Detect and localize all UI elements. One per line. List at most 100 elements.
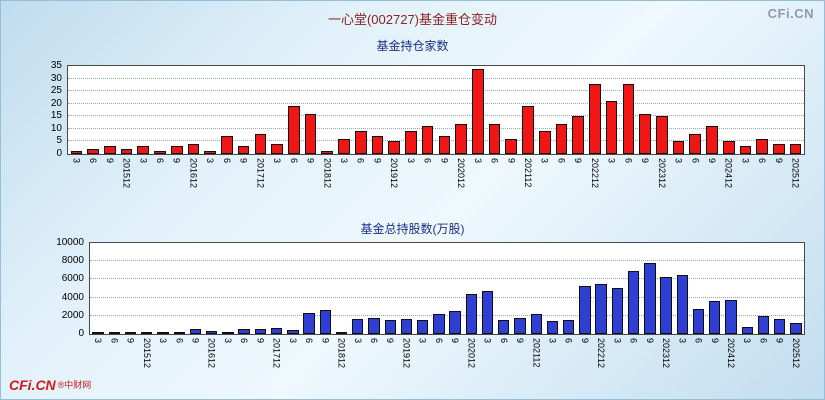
bar [756, 139, 769, 154]
x-tick-label: 3 [158, 338, 169, 344]
x-tick-label: 9 [125, 338, 136, 344]
fund-total-shares-chart: 0 2000 4000 6000 8000 10000 3 6 9 201512 3 6 9 201612… [56, 238, 805, 368]
x-tick-label: 9 [774, 338, 785, 344]
x-tick-label: 3 [287, 338, 298, 344]
x-tick-label: 9 [707, 158, 717, 164]
bar [137, 146, 150, 154]
x-tick-label: 201712 [255, 158, 266, 189]
bar [611, 288, 624, 334]
x-tick-label: 3 [222, 338, 233, 344]
x-tick-label: 3 [677, 338, 688, 344]
bar [579, 286, 591, 334]
bar [622, 84, 635, 154]
bar [254, 329, 267, 334]
bar [221, 136, 233, 154]
x-tick-label: 3 [405, 158, 416, 164]
gridline [68, 115, 804, 117]
bar [108, 332, 120, 334]
bar [438, 136, 451, 154]
bar [204, 151, 217, 154]
x-tick-label: 9 [305, 158, 316, 164]
bar [371, 136, 384, 154]
x-tick-label: 201612 [188, 158, 199, 189]
bar [789, 144, 802, 154]
x-tick-label: 6 [623, 158, 634, 164]
x-tick-label: 9 [573, 158, 584, 164]
bar [120, 149, 133, 154]
x-tick-label: 3 [417, 338, 428, 344]
bar [338, 139, 350, 154]
bar [254, 134, 267, 154]
gridline [90, 278, 804, 280]
bar [304, 114, 317, 154]
x-tick-label: 6 [422, 158, 433, 164]
x-tick-label: 6 [693, 338, 704, 344]
cfi-watermark: CFi.CN [767, 6, 814, 21]
y-tick-label: 5 [56, 135, 62, 147]
bar [92, 332, 104, 334]
x-tick-label: 6 [288, 158, 299, 164]
bar [170, 146, 183, 154]
bar [692, 309, 705, 334]
x-tick-label: 3 [339, 158, 349, 164]
x-tick-label: 201712 [271, 338, 282, 369]
y-tick-label: 4000 [61, 291, 84, 303]
x-tick-label: 3 [205, 158, 216, 164]
y-tick-label: 35 [50, 60, 62, 71]
x-tick-label: 201612 [206, 338, 217, 369]
x-tick-label: 9 [190, 338, 201, 344]
bar [595, 284, 607, 334]
bar [505, 139, 518, 154]
x-tick-label: 9 [104, 158, 115, 164]
gridline [68, 140, 804, 142]
bar [676, 275, 688, 334]
bar [157, 332, 169, 334]
bar [187, 144, 200, 154]
gridline [90, 314, 804, 316]
x-tick-label: 3 [272, 158, 283, 164]
bar [87, 149, 99, 154]
y-tick-label: 10000 [56, 237, 84, 248]
x-tick-label: 3 [742, 338, 753, 344]
cfi-logo-subtext: ®中财网 [57, 380, 92, 390]
x-tick-label: 3 [482, 338, 493, 344]
bar [173, 332, 185, 334]
bar [488, 124, 501, 154]
x-tick-label: 6 [556, 158, 567, 164]
bar [741, 327, 753, 334]
x-tick-label: 6 [757, 158, 768, 164]
bar [70, 151, 83, 154]
bar [384, 320, 396, 334]
bar [546, 321, 559, 334]
bar [400, 319, 413, 334]
x-tick-label: 6 [239, 338, 250, 344]
x-tick-label: 202212 [596, 338, 607, 369]
bar [319, 310, 331, 334]
x-tick-label: 6 [368, 338, 379, 344]
x-tick-label: 9 [238, 158, 249, 164]
x-tick-label: 3 [472, 158, 483, 164]
bar [722, 141, 735, 154]
x-tick-label: 6 [758, 338, 769, 344]
gridline [90, 260, 804, 262]
bar [572, 116, 585, 154]
bar [352, 319, 364, 334]
bar [449, 311, 461, 334]
bar [354, 131, 367, 154]
bar [563, 320, 575, 334]
cfi-logo: CFi.CN ®中财网 [9, 377, 91, 395]
x-tick-label: 3 [71, 158, 82, 164]
gridline [68, 102, 804, 104]
bar [773, 144, 785, 154]
x-tick-label: 201912 [401, 338, 412, 369]
x-tick-label: 202312 [661, 338, 672, 369]
x-tick-label: 3 [740, 158, 751, 164]
x-tick-label: 201512 [141, 338, 152, 369]
fund-holder-count-chart: 0 5 10 15 20 25 30 35 3 6 9 201512 3 6 9 201612 3 6 9 20171… [51, 61, 805, 188]
bar [589, 84, 601, 154]
cfi-logo-text: CFi.CN [9, 377, 56, 393]
bar [287, 106, 300, 154]
bar [706, 126, 718, 154]
page-title: 一心堂(002727)基金重仓变动 [327, 12, 498, 27]
